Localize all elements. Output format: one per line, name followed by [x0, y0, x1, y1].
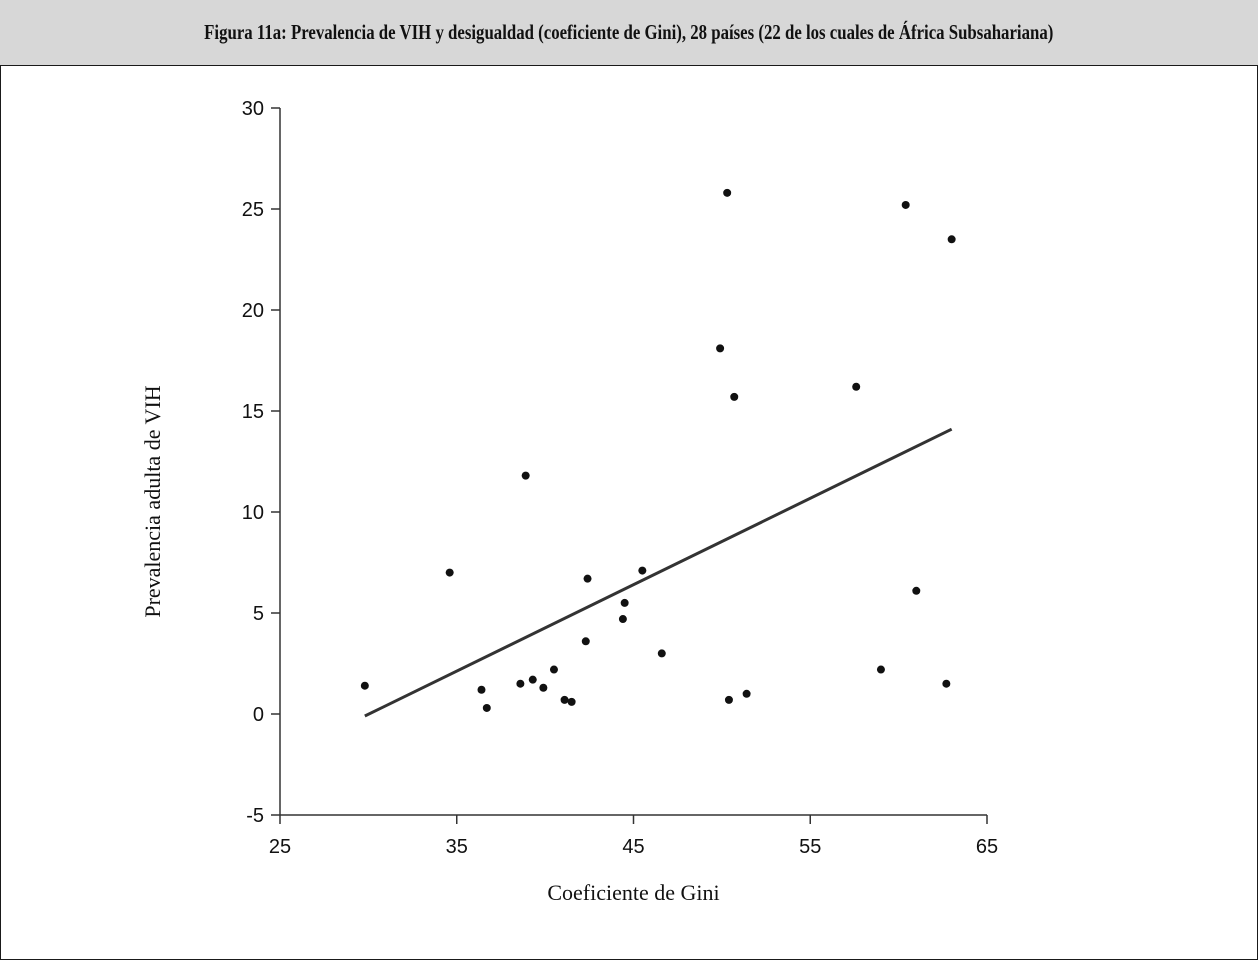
data-point: [730, 392, 739, 401]
data-point: [549, 665, 558, 674]
data-point: [482, 703, 491, 712]
data-point: [360, 681, 369, 690]
data-point: [516, 679, 525, 688]
data-point: [583, 574, 592, 583]
x-tick-label: 65: [976, 836, 998, 858]
data-point: [876, 665, 885, 674]
data-point: [445, 568, 454, 577]
trend-line: [364, 427, 953, 718]
data-point: [724, 695, 733, 704]
chart-axes: [279, 108, 987, 816]
data-point: [657, 649, 666, 658]
figure-header: Figura 11a: Prevalencia de VIH y desigua…: [0, 0, 1258, 66]
data-point: [942, 679, 951, 688]
data-point: [528, 675, 537, 684]
data-point: [620, 598, 629, 607]
x-axis-title: Coeficiente de Gini: [547, 880, 719, 905]
data-point: [618, 615, 627, 624]
data-points: [360, 188, 956, 712]
data-point: [852, 382, 861, 391]
y-tick-label: 30: [242, 98, 264, 120]
data-point: [539, 683, 548, 692]
data-point: [947, 235, 956, 244]
y-tick-label: 15: [242, 401, 264, 423]
y-tick-label: 25: [242, 199, 264, 221]
data-point: [567, 697, 576, 706]
x-tick-label: 25: [269, 836, 291, 858]
x-tick-label: 35: [446, 836, 468, 858]
data-point: [521, 471, 530, 480]
data-point: [901, 200, 910, 209]
data-point: [581, 637, 590, 646]
x-ticks: 25 35 45 55 65: [269, 815, 998, 858]
data-point: [742, 689, 751, 698]
y-tick-label: 20: [242, 300, 264, 322]
data-point: [638, 566, 647, 575]
y-tick-label: -5: [246, 805, 264, 827]
scatter-chart: -5 0 5 10 15 20 25 30 25 35 45 55 65 Coeficiente de…: [140, 98, 998, 905]
y-tick-label: 0: [253, 704, 264, 726]
y-ticks: -5 0 5 10 15 20 25 30: [242, 98, 280, 827]
data-point: [477, 685, 486, 694]
x-tick-label: 45: [622, 836, 644, 858]
data-point: [912, 586, 921, 595]
y-tick-label: 10: [242, 502, 264, 524]
y-axis-title: Prevalencia adulta de VIH: [140, 385, 165, 617]
y-tick-label: 5: [253, 603, 264, 625]
data-point: [560, 695, 569, 704]
x-tick-label: 55: [799, 836, 821, 858]
data-point: [723, 188, 732, 197]
data-point: [716, 344, 725, 353]
figure-title: Figura 11a: Prevalencia de VIH y desigua…: [204, 20, 1054, 44]
